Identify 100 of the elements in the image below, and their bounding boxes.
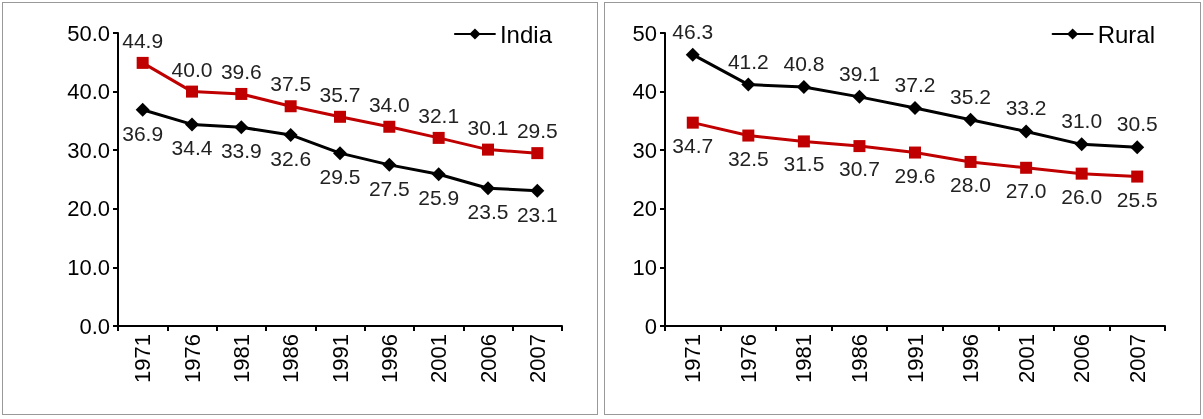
point [432,131,445,144]
legend-label: India [499,20,553,48]
point [1074,137,1089,152]
data-label: 29.6 [894,163,936,187]
x-tick-label: 2001 [1013,334,1039,383]
data-label: 35.2 [950,84,991,108]
x-tick-label: 2007 [524,334,550,383]
data-label: 40.0 [171,57,213,81]
data-label: 27.0 [1005,178,1047,202]
legend-label: Rural [1097,20,1156,48]
data-label: 34.4 [171,136,213,160]
point [334,110,346,123]
point [383,120,396,133]
x-tick-label: 1986 [846,334,872,383]
point [185,117,199,132]
point [909,146,921,159]
x-tick-label: 2006 [475,334,501,383]
point [796,79,811,94]
data-label: 44.9 [122,28,164,52]
x-tick-label: 2001 [426,334,452,383]
data-label: 40.8 [783,51,825,75]
y-tick-label: 0 [644,313,657,339]
point [1075,167,1088,180]
y-tick-label: 0.0 [79,313,110,339]
point [186,85,198,98]
point [235,87,248,100]
point [686,116,699,129]
point [685,47,700,62]
data-label: 32.5 [727,146,769,170]
point [963,112,978,127]
point [284,100,297,113]
point [852,89,867,104]
data-label: 31.0 [1061,109,1103,133]
point [234,120,249,135]
point [797,135,810,148]
data-label: 25.9 [418,186,460,210]
data-label: 29.5 [319,165,361,189]
data-label: 36.9 [122,121,164,145]
point [741,77,756,92]
point [431,167,446,182]
point [964,155,977,168]
x-tick-label: 1976 [735,334,761,383]
point [1020,161,1033,174]
x-tick-label: 1991 [327,334,353,383]
point [135,102,150,117]
data-label: 34.7 [672,133,714,157]
data-label: 32.6 [270,146,312,170]
data-label: 33.9 [220,139,262,163]
data-label: 33.2 [1005,96,1047,120]
point [1019,124,1034,139]
data-label: 39.1 [839,61,880,85]
point [333,146,347,161]
x-tick-label: 1971 [130,334,156,383]
point [908,101,922,116]
y-tick-label: 20 [632,196,657,222]
point [481,181,495,196]
x-tick-label: 1981 [791,334,817,383]
data-label: 34.0 [368,92,410,116]
y-tick-label: 50.0 [67,20,110,46]
x-tick-label: 2007 [1124,334,1150,383]
y-tick-label: 20.0 [67,196,110,222]
point [530,183,545,198]
data-label: 28.0 [950,172,991,196]
point [136,56,149,69]
point [742,129,755,142]
data-label: 41.2 [727,49,769,73]
data-label: 37.2 [894,73,936,97]
data-label: 39.6 [220,59,262,83]
x-tick-label: 1996 [958,334,984,383]
x-tick-label: 1991 [902,334,928,383]
point [382,157,397,172]
data-label: 23.1 [516,202,558,226]
data-label: 25.5 [1116,187,1158,211]
data-label: 37.5 [270,72,312,96]
point [853,140,866,153]
y-tick-label: 30 [632,137,657,163]
data-label: 23.5 [467,200,509,224]
x-tick-label: 1996 [376,334,402,383]
data-label: 32.1 [418,103,460,127]
data-label: 27.5 [368,176,410,200]
x-tick-label: 1981 [228,334,254,383]
data-label: 46.3 [672,19,714,43]
y-tick-label: 40.0 [67,79,110,105]
point [1130,140,1145,155]
y-tick-label: 10 [632,254,657,280]
data-label: 29.5 [516,119,558,143]
data-label: 35.7 [319,82,361,106]
y-tick-label: 10.0 [67,254,110,280]
x-tick-label: 1971 [680,334,706,383]
data-label: 30.1 [467,115,509,139]
point [1131,170,1144,183]
x-tick-label: 1986 [278,334,304,383]
y-tick-label: 50 [632,20,657,46]
data-label: 30.7 [839,157,880,181]
point [482,143,494,156]
data-label: 26.0 [1061,184,1103,208]
x-tick-label: 2006 [1069,334,1095,383]
data-label: 31.5 [783,152,825,176]
point [531,147,544,160]
y-tick-label: 30.0 [67,137,110,163]
